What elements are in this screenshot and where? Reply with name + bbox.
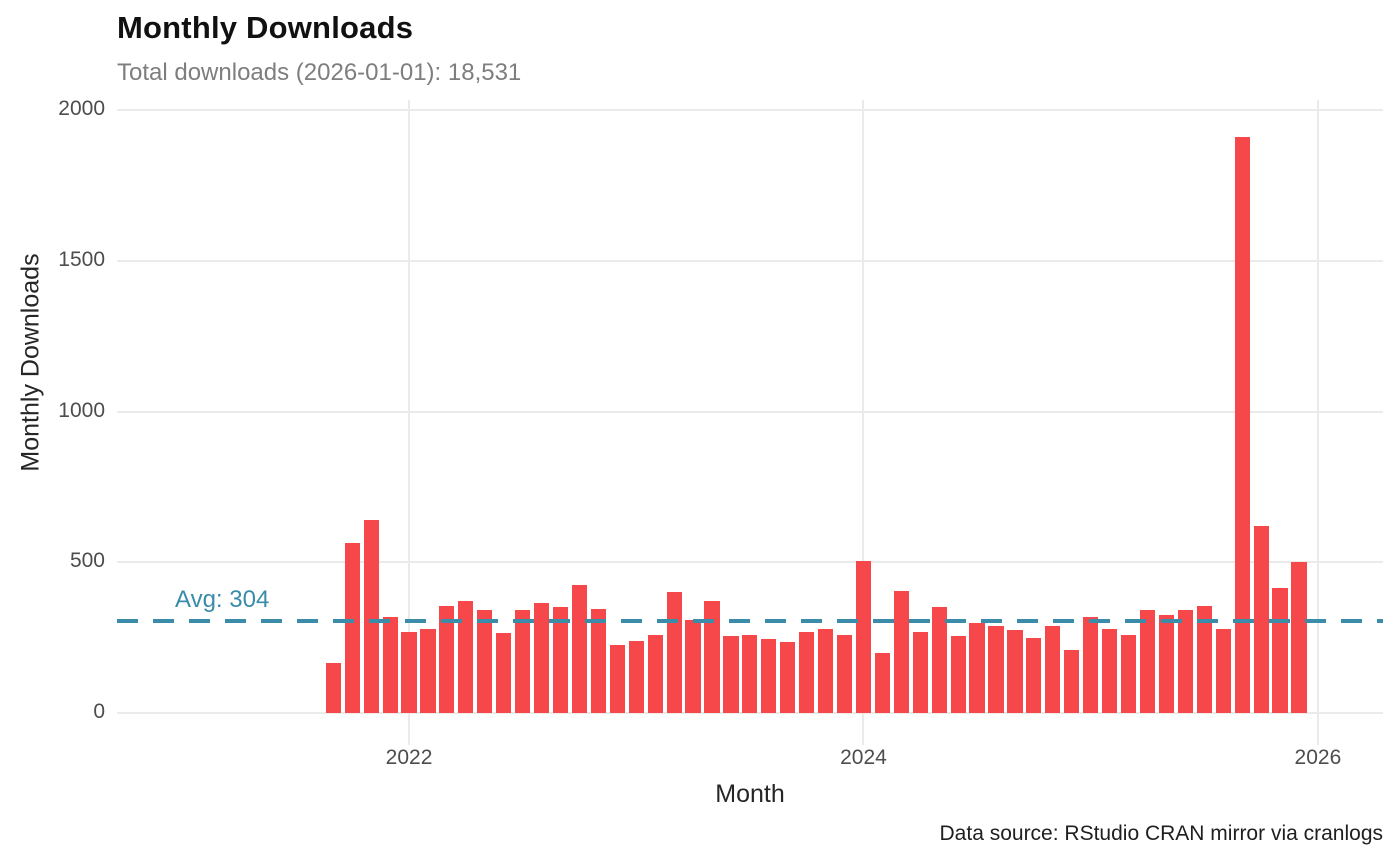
bar-2023-06: [723, 636, 739, 713]
chart-caption: Data source: RStudio CRAN mirror via cra…: [939, 822, 1383, 845]
bar-2025-01: [1083, 616, 1099, 713]
bar-2025-03: [1120, 634, 1137, 713]
bar-2024-12: [1064, 649, 1080, 713]
x-axis-title: Month: [715, 780, 785, 808]
bar-2022-11: [590, 608, 606, 713]
x-tick-label: 2026: [1294, 746, 1342, 769]
chart-subtitle: Total downloads (2026-01-01): 18,531: [117, 59, 522, 86]
bar-2023-04: [685, 619, 701, 713]
bar-2025-09: [1234, 137, 1250, 713]
x-tick-label: 2022: [385, 746, 433, 769]
bar-2022-04: [458, 601, 474, 713]
bar-2024-08: [988, 625, 1004, 713]
y-tick-label: 500: [69, 549, 105, 573]
bar-2024-03: [893, 590, 909, 713]
bar-2024-10: [1026, 637, 1042, 713]
x-gridline: [408, 100, 411, 745]
bar-2023-05: [704, 601, 720, 713]
bar-2025-12: [1291, 562, 1307, 713]
bar-2021-10: [344, 542, 360, 713]
bar-2024-06: [950, 636, 966, 713]
average-reference-line: [117, 619, 1383, 624]
y-gridline: [117, 109, 1383, 111]
bar-2022-02: [420, 628, 436, 713]
bar-2025-02: [1102, 628, 1118, 713]
bar-2024-09: [1007, 630, 1023, 713]
bar-2022-09: [552, 607, 569, 713]
y-tick-label: 1000: [58, 398, 105, 422]
bar-2023-08: [761, 639, 777, 713]
bar-2023-12: [836, 634, 853, 713]
bar-2022-03: [439, 605, 455, 713]
bar-2023-07: [742, 634, 758, 713]
y-gridline: [117, 561, 1383, 564]
y-gridline: [117, 410, 1383, 413]
bar-2025-06: [1177, 610, 1193, 713]
avg-line-label: Avg: 304: [175, 586, 270, 613]
bar-2021-12: [382, 616, 398, 713]
bar-2024-11: [1045, 625, 1061, 713]
y-tick-label: 0: [93, 700, 105, 723]
bar-2022-07: [515, 610, 531, 713]
bar-2024-05: [931, 607, 947, 713]
bar-2022-06: [496, 633, 512, 713]
bar-2023-09: [780, 642, 796, 713]
y-axis-title: Monthly Downloads: [16, 253, 45, 472]
bar-2025-08: [1215, 628, 1231, 713]
chart-title: Monthly Downloads: [117, 10, 414, 45]
bar-2022-10: [571, 584, 588, 713]
bar-2022-05: [477, 610, 493, 713]
x-gridline: [862, 100, 865, 745]
bar-2022-12: [609, 645, 625, 713]
bar-2024-01: [855, 560, 872, 713]
bar-2024-04: [912, 631, 928, 713]
bar-2021-11: [363, 520, 379, 713]
bar-2024-07: [969, 622, 985, 713]
bar-2021-09: [325, 663, 341, 713]
bar-2025-07: [1196, 605, 1212, 713]
x-tick-label: 2024: [840, 746, 887, 769]
y-tick-label: 2000: [58, 97, 105, 120]
bar-2025-05: [1158, 615, 1175, 713]
bar-2023-01: [628, 640, 644, 713]
y-gridline: [117, 712, 1383, 714]
bar-2024-02: [874, 652, 890, 713]
bar-2022-01: [401, 631, 417, 713]
bar-2023-03: [666, 592, 682, 713]
bar-2023-02: [647, 634, 663, 713]
y-tick-label: 1500: [58, 247, 105, 271]
x-gridline: [1316, 100, 1319, 745]
bar-2025-04: [1139, 610, 1156, 713]
y-gridline: [117, 259, 1383, 262]
bar-2025-11: [1272, 587, 1288, 713]
bar-2022-08: [533, 602, 550, 713]
bar-2023-10: [799, 631, 815, 713]
bar-2023-11: [818, 628, 834, 713]
